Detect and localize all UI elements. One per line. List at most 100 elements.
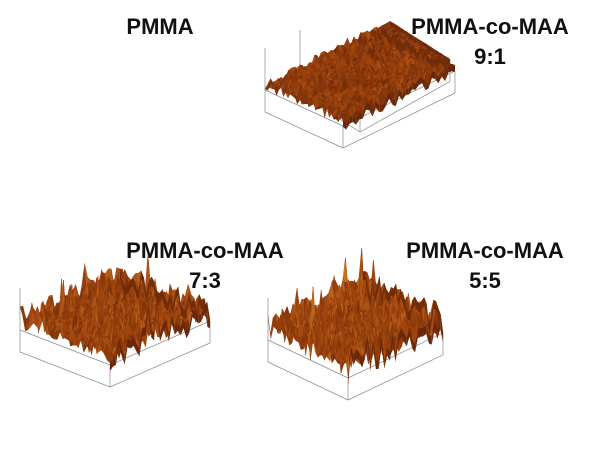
surface-facet — [340, 84, 347, 94]
surface-facet — [384, 41, 390, 45]
surface-facet — [420, 63, 428, 67]
surface-facet — [88, 291, 95, 312]
surface-facet — [409, 45, 416, 56]
surface-facet — [104, 271, 111, 286]
surface-facet — [356, 290, 363, 305]
surface-facet — [403, 34, 409, 38]
surface-facet — [407, 310, 413, 330]
surface-facet — [102, 272, 109, 281]
surface-facet — [161, 294, 168, 309]
surface-facet — [367, 53, 373, 57]
edge-facet — [441, 57, 444, 66]
surface-facet — [305, 78, 312, 89]
surface-facet — [42, 300, 49, 321]
surface-facet — [287, 87, 294, 99]
surface-facet — [377, 62, 384, 75]
surface-facet — [357, 100, 363, 104]
surface-facet — [388, 340, 394, 348]
surface-facet — [61, 312, 68, 325]
surface-facet — [365, 78, 372, 88]
surface-facet — [356, 85, 363, 95]
surface-facet — [87, 276, 94, 286]
surface-facet — [336, 315, 342, 342]
surface-facet — [401, 324, 408, 337]
surface-facet — [365, 102, 371, 106]
surface-facet — [349, 61, 356, 72]
surface-facet — [366, 292, 372, 331]
surface-facet — [374, 89, 381, 100]
surface-facet — [354, 85, 360, 89]
surface-facet — [418, 297, 425, 315]
surface-facet — [123, 299, 130, 336]
surface-facet — [413, 311, 420, 335]
surface-facet — [357, 96, 364, 102]
surface-facet — [334, 86, 340, 89]
surface-facet — [399, 49, 406, 61]
surface-facet — [373, 75, 380, 82]
surface-facet — [377, 336, 383, 356]
surface-facet — [170, 304, 177, 327]
surface-facet — [128, 302, 135, 325]
surface-facet — [365, 39, 371, 43]
surface-facet — [394, 48, 401, 58]
surface-facet — [111, 289, 118, 303]
surface-facet — [346, 96, 352, 100]
surface-facet — [277, 77, 284, 84]
surface-facet — [86, 293, 93, 312]
surface-facet — [434, 63, 441, 73]
surface-facet — [303, 303, 309, 327]
surface-facet — [318, 102, 325, 108]
edge-facet — [434, 319, 438, 340]
surface-facet — [130, 296, 137, 314]
surface-facet — [336, 66, 343, 71]
surface-facet — [110, 296, 117, 310]
surface-facet — [152, 318, 159, 333]
surface-facet — [133, 329, 140, 349]
surface-facet — [321, 309, 327, 325]
surface-facet — [310, 100, 317, 110]
surface-facet — [299, 310, 306, 322]
surface-facet — [335, 317, 341, 338]
edge-facet — [393, 32, 396, 45]
surface-facet — [349, 67, 356, 70]
surface-facet — [141, 296, 148, 313]
surface-facet — [329, 48, 336, 59]
surface-facet — [85, 314, 92, 335]
surface-facet — [397, 64, 404, 70]
surface-facet — [286, 69, 293, 81]
surface-facet — [175, 307, 182, 326]
axis-line — [19, 329, 111, 366]
surface-facet — [353, 44, 359, 48]
surface-facet — [97, 310, 104, 334]
surface-facet — [320, 58, 327, 69]
surface-facet — [315, 318, 321, 342]
surface-facet — [389, 81, 396, 93]
surface-facet — [372, 305, 378, 328]
surface-facet — [361, 62, 368, 73]
surface-facet — [368, 53, 375, 67]
surface-facet — [365, 98, 370, 102]
surface-facet — [326, 65, 333, 75]
surface-facet — [86, 326, 93, 346]
surface-facet — [157, 317, 164, 338]
surface-facet — [374, 76, 380, 80]
surface-facet — [49, 317, 56, 331]
edge-facet — [378, 336, 382, 369]
surface-facet — [397, 82, 404, 92]
surface-facet — [116, 313, 123, 328]
edge-facet — [142, 327, 146, 336]
surface-facet — [388, 84, 395, 89]
surface-facet — [404, 44, 410, 48]
surface-facet — [391, 77, 398, 89]
surface-facet — [351, 74, 357, 78]
surface-facet — [131, 308, 137, 329]
surface-facet — [104, 344, 111, 361]
surface-facet — [383, 86, 390, 93]
surface-facet — [366, 326, 372, 335]
surface-facet — [304, 326, 311, 337]
surface-facet — [382, 292, 389, 311]
surface-facet — [117, 287, 124, 302]
surface-facet — [147, 287, 154, 303]
surface-facet — [133, 314, 140, 332]
surface-facet — [312, 75, 319, 84]
